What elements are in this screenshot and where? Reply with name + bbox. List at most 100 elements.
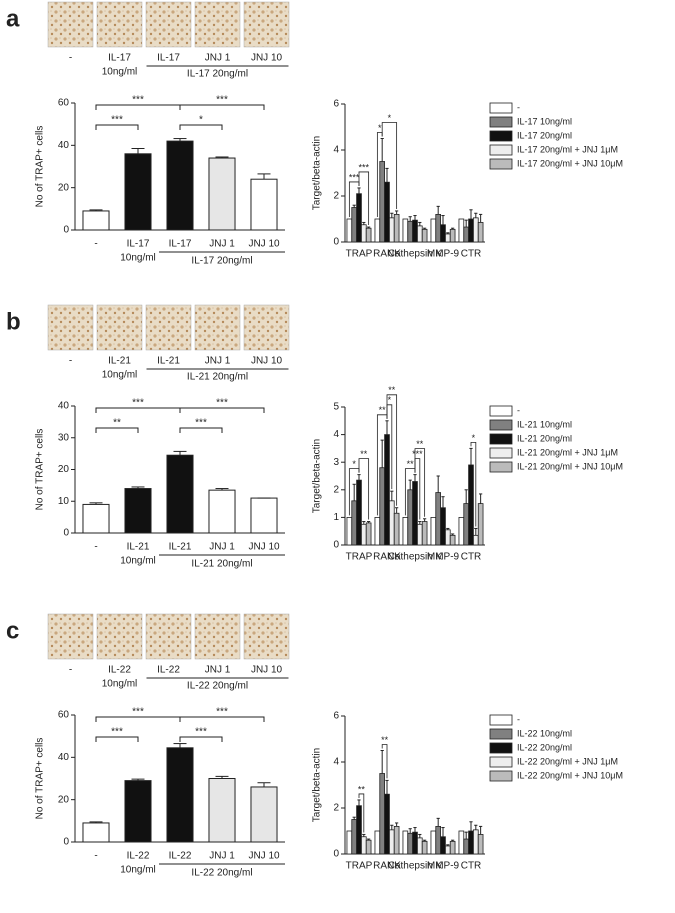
legend-label: IL-22 20ng/ml + JNJ 1μM	[517, 756, 618, 766]
bar	[473, 829, 479, 855]
y-tick-label: 2	[333, 191, 339, 202]
micrograph	[47, 304, 94, 351]
bar	[379, 773, 385, 855]
x-tick-label: CTR	[461, 249, 482, 260]
legend-label: IL-22 20ng/ml + JNJ 10μM	[517, 770, 623, 780]
micrograph	[145, 613, 192, 660]
legend-label: IL-22 20ng/ml	[517, 742, 572, 752]
panel-letter: a	[6, 5, 20, 32]
micrograph	[96, 613, 143, 660]
significance-bracket	[95, 736, 139, 742]
image-label: JNJ 10	[251, 53, 283, 64]
y-tick-label: 40	[58, 401, 70, 412]
bar	[412, 219, 418, 243]
bar	[407, 832, 413, 855]
bar	[379, 161, 385, 243]
bar	[250, 178, 278, 231]
significance-label: **	[113, 418, 121, 429]
micrograph	[243, 1, 290, 48]
significance-label: ***	[132, 398, 144, 409]
bar	[166, 140, 194, 231]
legend-label: IL-17 20ng/ml + JNJ 1μM	[517, 144, 618, 154]
y-tick-label: 4	[333, 429, 339, 440]
significance-bracket	[414, 448, 426, 517]
x-tick-label: JNJ 1	[209, 542, 235, 553]
x-tick-label: Cathepsin K	[388, 552, 443, 563]
bar	[361, 224, 367, 243]
legend-label: IL-21 10ng/ml	[517, 419, 572, 429]
y-tick-label: 20	[58, 182, 70, 193]
x-tick-label: TRAP	[346, 552, 373, 563]
x-tick-label: JNJ 10	[248, 239, 280, 250]
bar	[389, 500, 395, 546]
bar	[449, 534, 456, 546]
bar	[440, 836, 446, 855]
y-tick-label: 4	[333, 757, 339, 768]
bar	[356, 479, 362, 546]
bar	[351, 207, 357, 243]
bar	[166, 747, 194, 843]
bar	[379, 467, 385, 546]
y-tick-label: 2	[333, 484, 339, 495]
image-label: JNJ 10	[251, 665, 283, 676]
group-label: IL-17 20ng/ml	[191, 256, 252, 267]
bar	[250, 497, 278, 534]
bar	[477, 222, 484, 243]
y-tick-label: 20	[58, 794, 70, 805]
bar	[365, 522, 372, 546]
y-tick-label: 6	[333, 711, 339, 722]
significance-label: *	[388, 395, 392, 405]
y-tick-label: 5	[333, 402, 339, 413]
legend-swatch	[489, 447, 513, 459]
bar	[449, 840, 456, 855]
significance-bracket	[95, 407, 181, 413]
significance-label: **	[407, 459, 415, 469]
panel-letter: c	[6, 617, 19, 644]
x-tick-label: -	[94, 542, 97, 553]
bar	[356, 805, 362, 855]
image-label: IL-22	[157, 665, 180, 676]
legend-label: IL-17 10ng/ml	[517, 116, 572, 126]
x-tick-label: IL-21	[169, 542, 192, 553]
significance-bracket	[358, 171, 370, 226]
bar	[477, 503, 484, 546]
group-label: IL-22 20ng/ml	[191, 868, 252, 879]
image-label: IL-22	[108, 665, 131, 676]
bar	[402, 218, 409, 243]
y-tick-label: 1	[333, 512, 339, 523]
micrograph	[47, 1, 94, 48]
y-axis-label: Target/beta-actin	[312, 136, 323, 211]
image-group-label: 10ng/ml	[102, 370, 138, 381]
legend-label: -	[517, 714, 520, 724]
legend-swatch	[489, 433, 513, 445]
bar	[473, 534, 479, 546]
group-label: 10ng/ml	[120, 865, 156, 876]
bar	[374, 830, 381, 855]
significance-label: *	[199, 115, 203, 126]
image-label: -	[69, 665, 72, 676]
bar	[463, 503, 469, 546]
y-tick-label: 10	[58, 496, 70, 507]
y-tick-label: 0	[63, 225, 69, 236]
x-tick-label: RANK	[373, 861, 401, 872]
significance-bracket	[95, 716, 181, 722]
micrograph	[243, 613, 290, 660]
micrograph	[96, 1, 143, 48]
bar	[477, 834, 484, 855]
legend-label: IL-21 20ng/ml	[517, 433, 572, 443]
bar	[445, 845, 451, 855]
legend-swatch	[489, 419, 513, 431]
x-tick-label: MMP-9	[427, 552, 460, 563]
significance-bracket	[470, 441, 477, 527]
bar	[208, 157, 236, 231]
y-tick-label: 60	[58, 710, 70, 721]
bar	[124, 153, 152, 231]
y-axis-label: No of TRAP+ cells	[35, 126, 46, 208]
bar	[82, 210, 110, 231]
bar	[384, 181, 390, 243]
y-axis-label: No of TRAP+ cells	[35, 429, 46, 511]
legend-swatch	[489, 144, 513, 156]
image-label: IL-17	[108, 53, 131, 64]
bar	[402, 517, 409, 546]
